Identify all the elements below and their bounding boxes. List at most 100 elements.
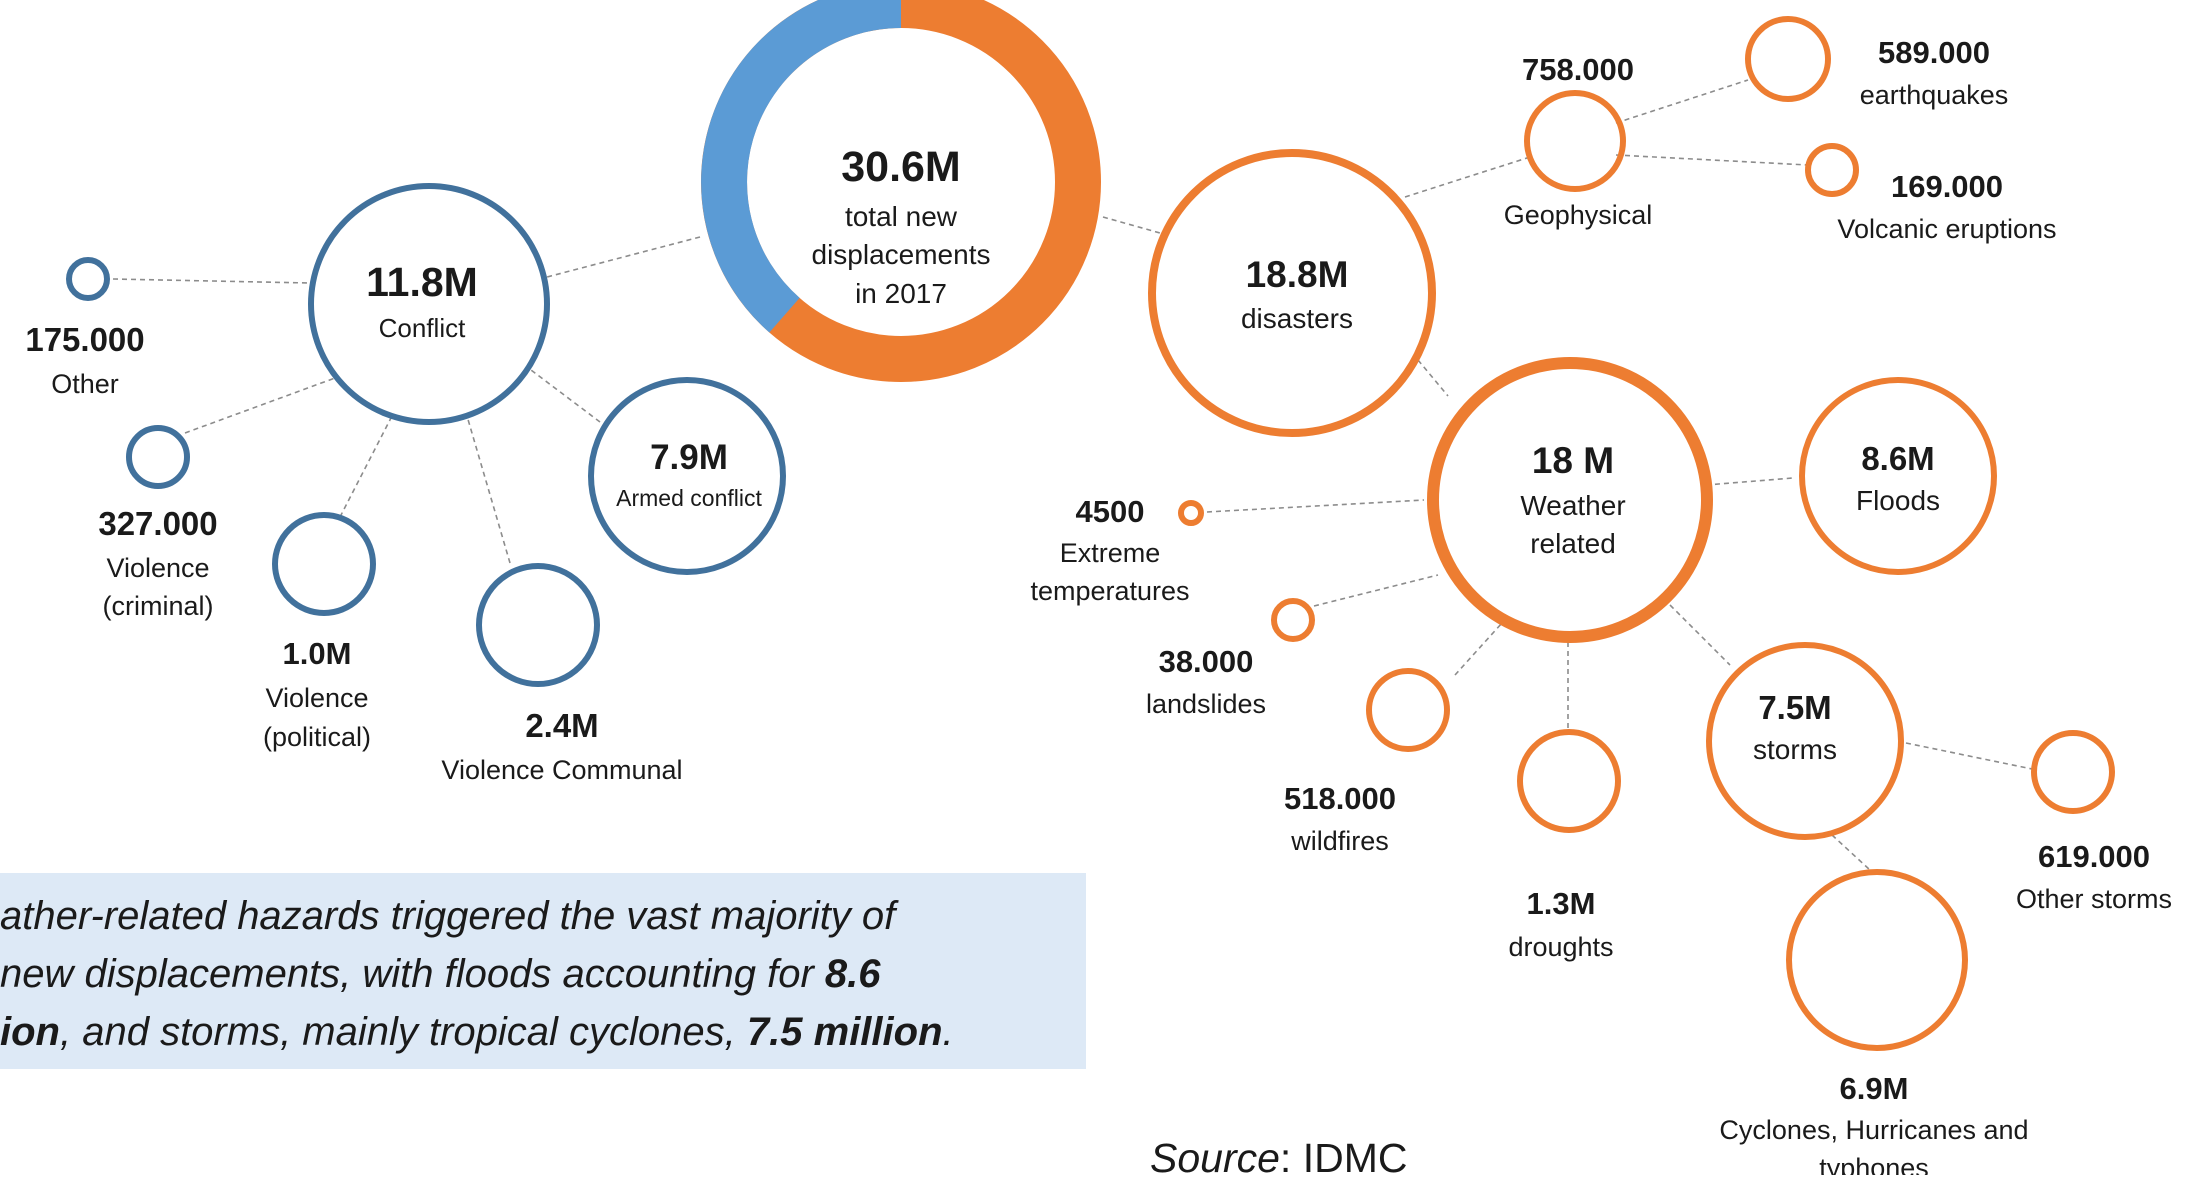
total-line1: total new <box>845 201 958 232</box>
cyclones-circle <box>1786 869 1968 1051</box>
connector-conflict-communal <box>466 415 511 564</box>
earthquakes-circle <box>1745 16 1831 102</box>
total-value: 30.6M <box>841 143 961 191</box>
callout-line1: ather-related hazards triggered the vast… <box>0 894 896 938</box>
weather-main-circle <box>1427 357 1713 643</box>
geophysical-label: Geophysical <box>1504 200 1653 230</box>
connector-disasters-geophysical <box>1404 156 1531 198</box>
landslides-circle <box>1271 598 1315 642</box>
conflict-main-circle <box>308 183 550 425</box>
armed-value: 7.9M <box>650 438 728 477</box>
storms-label: storms <box>1753 734 1837 765</box>
armed-label: Armed conflict <box>616 485 762 511</box>
other-value: 175.000 <box>25 321 144 358</box>
connector-disasters-weather <box>1417 359 1449 397</box>
connector-weather-landslides <box>1313 574 1439 607</box>
connector-geophysical-earthquakes <box>1615 79 1749 124</box>
droughts-value: 1.3M <box>1527 886 1596 921</box>
connector-conflict-political <box>339 415 393 518</box>
callout-line2-bold: 8.6 <box>824 952 881 996</box>
extreme-value: 4500 <box>1076 494 1145 529</box>
connector-storms-otherstorms <box>1905 742 2038 771</box>
connector-conflict-criminal <box>184 377 336 434</box>
landslides-value: 38.000 <box>1159 644 1254 679</box>
connector-weather-wildfires <box>1454 622 1503 676</box>
political-value: 1.0M <box>283 636 352 671</box>
wildfires-value: 518.000 <box>1284 781 1396 816</box>
criminal-value: 327.000 <box>98 505 217 542</box>
disaster-circles <box>1148 16 2115 1051</box>
volcanic-label: Volcanic eruptions <box>1837 214 2056 244</box>
disasters-value: 18.8M <box>1246 254 1349 295</box>
connector-storms-cyclones <box>1831 834 1871 871</box>
disasters-label: disasters <box>1241 303 1353 334</box>
floods-circle <box>1799 377 1997 575</box>
political-label1: Violence <box>265 683 368 713</box>
connector-weather-storms <box>1669 604 1731 666</box>
conflict-value: 11.8M <box>366 259 478 305</box>
geophysical-value: 758.000 <box>1522 52 1634 87</box>
connector-conflict-armed <box>530 369 601 423</box>
callout-line3-mid: , and storms, mainly tropical cyclones, <box>59 1010 747 1054</box>
landslides-label: landslides <box>1146 689 1266 719</box>
total-line2: displacements <box>812 239 991 270</box>
callout-line2: new displacements, with floods accountin… <box>0 945 1086 1003</box>
criminal-label1: Violence <box>106 553 209 583</box>
callout-line3-bold1: ion <box>0 1010 60 1054</box>
source-rest: : IDMC <box>1279 1135 1408 1181</box>
weather-label2: related <box>1530 528 1616 559</box>
conflict-label: Conflict <box>379 313 466 343</box>
criminal-label2: (criminal) <box>103 591 214 621</box>
callout-line3-end: . <box>942 1010 954 1054</box>
source-label: Source <box>1150 1135 1280 1181</box>
conflict-political-circle <box>272 512 376 616</box>
callout-box: ather-related hazards triggered the vast… <box>0 873 1086 1069</box>
communal-value: 2.4M <box>525 707 598 744</box>
weather-label1: Weather <box>1520 490 1625 521</box>
connector-total-conflict <box>546 236 701 278</box>
callout-line3-bold2: 7.5 million <box>746 1010 943 1054</box>
droughts-circle <box>1517 729 1621 833</box>
conflict-other-circle <box>66 257 110 301</box>
total-donut <box>701 0 1101 382</box>
connectors <box>112 79 2038 871</box>
geophysical-circle <box>1524 90 1626 192</box>
cyclones-label2: typhones <box>1819 1153 1929 1175</box>
other-storms-label: Other storms <box>2016 884 2172 914</box>
callout-line2-text: new displacements, with floods accountin… <box>0 952 825 996</box>
wildfires-circle <box>1366 668 1450 752</box>
conflict-armed-circle <box>588 377 786 575</box>
earthquakes-value: 589.000 <box>1878 35 1990 70</box>
communal-label: Violence Communal <box>441 755 682 785</box>
donut-conflict-segment <box>701 0 902 333</box>
connector-total-disasters <box>1102 216 1161 234</box>
callout-line3: ion, and storms, mainly tropical cyclone… <box>0 1003 1086 1061</box>
volcanic-circle <box>1805 143 1859 197</box>
storms-circle <box>1706 642 1904 840</box>
extreme-circle <box>1178 500 1204 526</box>
earthquakes-label: earthquakes <box>1860 80 2009 110</box>
conflict-circles <box>66 183 786 687</box>
wildfires-label: wildfires <box>1290 826 1389 856</box>
other-label: Other <box>51 369 119 399</box>
disasters-main-circle <box>1148 149 1436 437</box>
other-storms-value: 619.000 <box>2038 839 2150 874</box>
storms-value: 7.5M <box>1758 689 1831 726</box>
floods-value: 8.6M <box>1861 440 1934 477</box>
cyclones-label1: Cyclones, Hurricanes and <box>1719 1115 2028 1145</box>
droughts-label: droughts <box>1508 932 1613 962</box>
political-label2: (political) <box>263 722 371 752</box>
connector-weather-extreme <box>1206 499 1425 513</box>
volcanic-value: 169.000 <box>1891 169 2003 204</box>
connector-geophysical-volcanic <box>1615 154 1809 166</box>
conflict-communal-circle <box>476 563 600 687</box>
weather-value: 18 M <box>1532 440 1614 481</box>
labels: 30.6M total new displacements in 2017 11… <box>25 35 2172 1175</box>
extreme-label2: temperatures <box>1030 576 1189 606</box>
conflict-criminal-circle <box>126 425 190 489</box>
total-line3: in 2017 <box>855 278 947 309</box>
other-storms-circle <box>2031 730 2115 814</box>
connector-conflict-other <box>112 278 311 284</box>
floods-label: Floods <box>1856 485 1940 516</box>
